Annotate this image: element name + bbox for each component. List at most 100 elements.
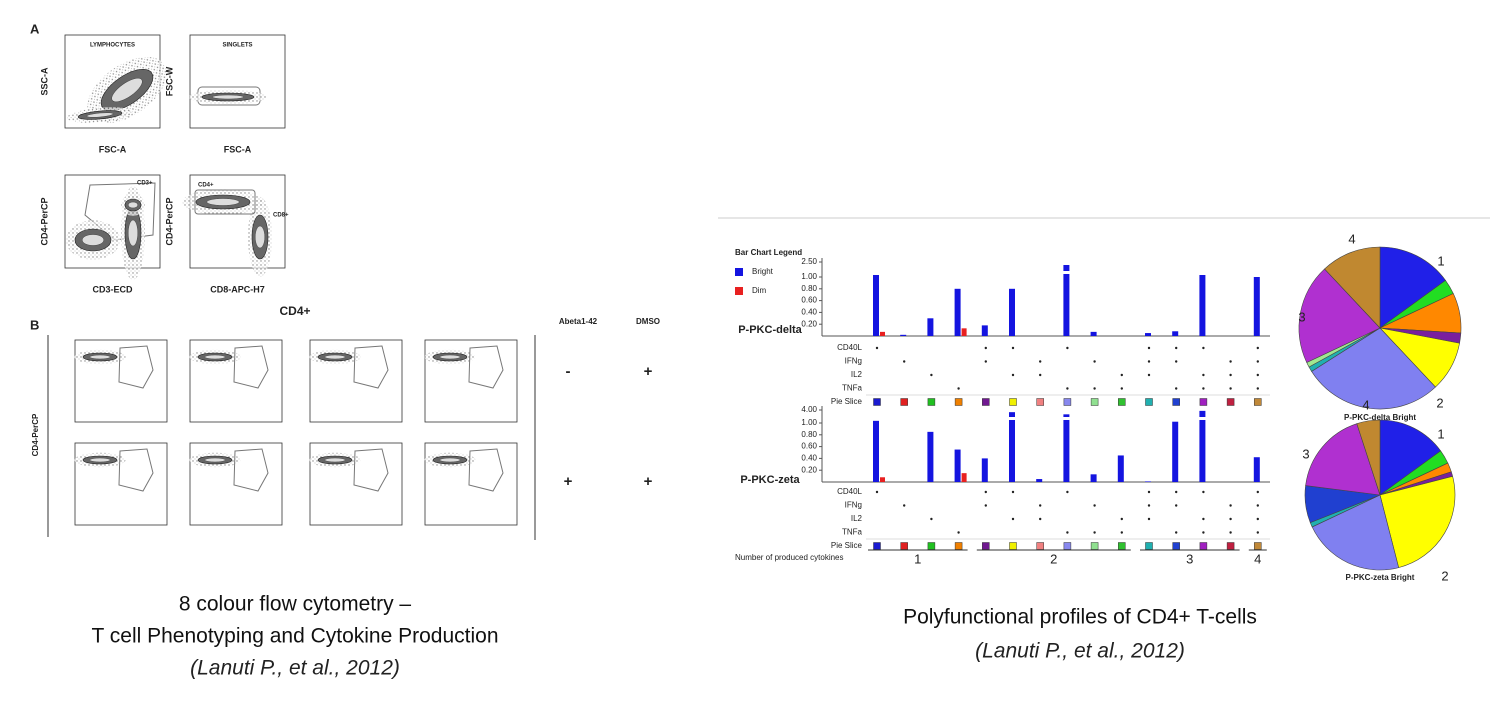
slice-swatch [1063, 398, 1072, 406]
y-tick-label: 0.80 [801, 284, 817, 293]
count-label: Number of produced cytokines [735, 553, 844, 562]
gate [233, 345, 269, 389]
cell-core [324, 457, 346, 463]
panel-label: B [30, 317, 39, 332]
bar [1117, 455, 1124, 482]
matrix-dot [1120, 531, 1124, 534]
column-header: Abeta1-42 [559, 317, 598, 326]
y-label: SSC-A [39, 67, 49, 96]
gate-label: CD3+ [137, 181, 153, 187]
matrix-dot [1093, 387, 1096, 390]
bar [900, 334, 907, 336]
condition: + [564, 473, 573, 490]
matrix-dot [1039, 360, 1042, 363]
slice-swatch [954, 542, 963, 550]
axis-break [1062, 271, 1071, 274]
matrix-dot [1147, 373, 1151, 377]
slice-swatch [927, 542, 936, 550]
matrix-dot [1175, 387, 1178, 390]
matrix-dot [930, 373, 933, 377]
citation: (Lanuti P., et al., 2012) [975, 640, 1185, 663]
matrix-dot [1175, 490, 1178, 494]
matrix-dot [984, 504, 987, 507]
slice-swatch [927, 398, 936, 406]
y-tick-label: 1.00 [801, 418, 817, 427]
slice-swatch [1254, 398, 1262, 406]
matrix-dot [875, 490, 879, 494]
row-label: TNFa [842, 528, 863, 537]
y-label: CD4-PerCP [164, 197, 174, 245]
bar [1145, 481, 1151, 482]
bar [1063, 414, 1070, 482]
matrix-dot [1147, 517, 1151, 521]
legend-title: Bar Chart Legend [735, 248, 802, 257]
matrix-dot [1120, 517, 1124, 521]
bar [1172, 331, 1179, 336]
pie-group-label: 1 [1437, 253, 1444, 268]
bar [1009, 412, 1015, 482]
legend-label: Dim [752, 286, 767, 295]
cell-core [439, 457, 461, 463]
bar [1199, 410, 1206, 482]
pie-group-label: 2 [1441, 568, 1448, 583]
matrix-dot [1066, 387, 1069, 390]
matrix-dot [984, 360, 987, 363]
panel-label: A [30, 21, 40, 36]
matrix-dot [1229, 504, 1232, 507]
matrix-dot [930, 517, 933, 521]
slice-swatch [1199, 542, 1208, 550]
matrix-dot [1256, 346, 1260, 350]
matrix-dot [1093, 531, 1096, 534]
caption: 8 colour flow cytometry – [179, 593, 412, 616]
condition: + [644, 473, 653, 490]
cell-core [127, 201, 139, 209]
slice-swatch [1145, 542, 1153, 550]
y-tick-label: 0.40 [801, 454, 817, 463]
axis-break [1198, 417, 1207, 420]
pie-slice [1379, 246, 1446, 329]
matrix-dot [1256, 387, 1260, 390]
pie-slice [1311, 494, 1400, 571]
cell-core [206, 198, 240, 206]
pie-group-label: 4 [1348, 231, 1355, 246]
slice-swatch [1118, 542, 1126, 550]
matrix-dot [1066, 531, 1069, 534]
row-label: IL2 [851, 514, 863, 523]
x-label: CD3-ECD [92, 284, 133, 294]
matrix-dot [1011, 517, 1015, 521]
y-label: CD4-PerCP [39, 197, 49, 245]
matrix-dot [1175, 360, 1178, 363]
cell-core [111, 77, 143, 103]
matrix-dot [903, 504, 906, 507]
y-tick-label: 0.60 [801, 296, 817, 305]
bar [961, 328, 967, 336]
gate-label: CD4+ [198, 183, 214, 189]
bar [1145, 333, 1151, 336]
row-label: IFNg [845, 357, 862, 366]
matrix-dot [957, 531, 960, 534]
pie-slice [1298, 268, 1381, 363]
pie-slice [1379, 419, 1442, 496]
pie-group-label: 1 [1437, 426, 1444, 441]
slice-swatch [1036, 542, 1044, 550]
cell-core [204, 457, 226, 463]
matrix-dot [1011, 490, 1015, 494]
matrix-dot [1066, 346, 1069, 350]
slice-swatch [900, 542, 908, 550]
bar [927, 431, 934, 482]
axis-break [872, 417, 880, 420]
group-label: 1 [914, 551, 921, 566]
pie-slice [1324, 246, 1381, 329]
gate [118, 345, 154, 389]
pie-group-label: 2 [1436, 395, 1443, 410]
gate [118, 448, 154, 492]
matrix-dot [1175, 504, 1178, 507]
matrix-dot [1066, 490, 1069, 494]
column-header: DMSO [636, 317, 660, 326]
bar [1090, 331, 1097, 336]
slice-swatch [1009, 542, 1017, 550]
cell-core [81, 234, 105, 246]
y-tick-label: 0.20 [801, 465, 817, 474]
slice-swatch [954, 398, 963, 406]
pie-slice [1305, 423, 1381, 496]
